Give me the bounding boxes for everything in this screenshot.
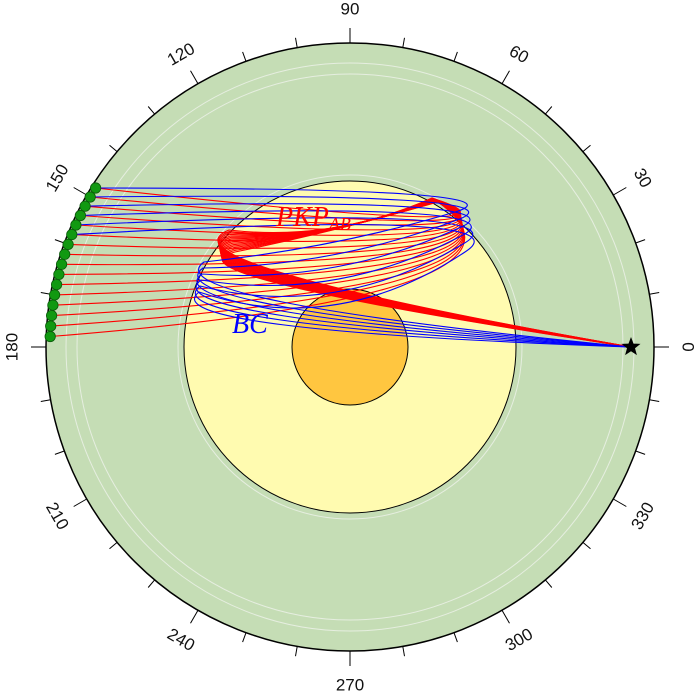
pkp-bc-ray [95, 187, 632, 348]
pkp-bc-ray [71, 224, 632, 348]
azimuth-label: 210 [42, 499, 73, 533]
azimuth-tick [635, 239, 646, 244]
azimuth-tick [242, 51, 247, 62]
azimuth-tick [582, 542, 591, 550]
azimuth-tick [40, 399, 51, 402]
receiver-marker [53, 268, 65, 280]
azimuth-tick [73, 498, 87, 507]
azimuth-tick [190, 610, 199, 624]
star-icon [621, 337, 641, 356]
azimuth-tick [73, 187, 87, 196]
receiver-marker [48, 289, 61, 301]
azimuth-label: 330 [627, 499, 658, 533]
azimuth-tick [40, 292, 51, 295]
azimuth-tick [613, 498, 627, 507]
azimuth-label: 30 [630, 165, 656, 191]
azimuth-tick [545, 106, 553, 115]
azimuth-tick [649, 399, 660, 402]
azimuth-tick [402, 646, 405, 657]
azimuth-label: 270 [336, 676, 364, 695]
azimuth-tick [295, 37, 298, 48]
pkp-bc-ray [75, 217, 632, 348]
pkp-ab-label-subscript: AB [328, 214, 351, 234]
d-double-prime-circle [177, 174, 523, 520]
azimuth-tick [54, 450, 65, 455]
azimuth-label: 300 [502, 624, 536, 655]
receiver-marker [66, 229, 78, 241]
azimuth-label: 180 [3, 333, 22, 361]
receiver-marker [70, 219, 82, 231]
pkp-ab-label: PKPAB [275, 202, 351, 234]
receiver-marker [74, 209, 87, 222]
azimuth-tick [649, 292, 660, 295]
pkp-bc-ray [85, 203, 632, 348]
receiver-marker [47, 299, 59, 311]
pkp-bc-ray [90, 195, 632, 348]
receiver-marker [44, 330, 56, 343]
receiver-marker [50, 278, 63, 291]
receiver-marker [90, 182, 102, 194]
receiver-marker [84, 191, 96, 203]
azimuth-label: 90 [341, 0, 360, 19]
receiver-marker [62, 238, 74, 250]
azimuth-tick [501, 610, 510, 624]
receiver-markers [44, 182, 102, 343]
receiver-marker [45, 309, 58, 322]
azimuth-tick [613, 187, 627, 196]
azimuth-tick [109, 542, 118, 550]
azimuth-tick [109, 144, 118, 152]
azimuth-tick [242, 632, 247, 643]
pkp-bc-label: BC [232, 309, 268, 340]
receiver-marker [59, 248, 71, 260]
azimuth-tick [582, 144, 591, 152]
receiver-marker [55, 258, 68, 270]
pkp-ab-ray-paths [50, 187, 632, 348]
pkp-bc-ray-paths [71, 187, 632, 348]
receiver-marker [45, 320, 57, 332]
azimuth-label: 120 [164, 39, 198, 70]
azimuth-label: 150 [42, 161, 73, 195]
azimuth-tick [545, 579, 553, 588]
azimuth-tick [453, 632, 458, 643]
azimuth-tick [402, 37, 405, 48]
azimuth-tick [501, 70, 510, 84]
azimuth-label: 0 [679, 342, 698, 351]
pkp-ab-label-main: PKP [275, 202, 329, 233]
azimuth-tick [190, 70, 199, 84]
receiver-marker [79, 200, 91, 212]
pkp-ab-ray [50, 201, 632, 348]
azimuth-label: 60 [506, 41, 532, 67]
azimuth-ticks [31, 28, 669, 666]
azimuth-label: 240 [164, 624, 198, 655]
azimuth-tick [147, 106, 155, 115]
azimuth-tick [54, 239, 65, 244]
azimuth-tick [147, 579, 155, 588]
pkp-bc-ray [80, 210, 632, 348]
azimuth-tick [453, 51, 458, 62]
azimuth-tick [295, 646, 298, 657]
azimuth-tick [635, 450, 646, 455]
